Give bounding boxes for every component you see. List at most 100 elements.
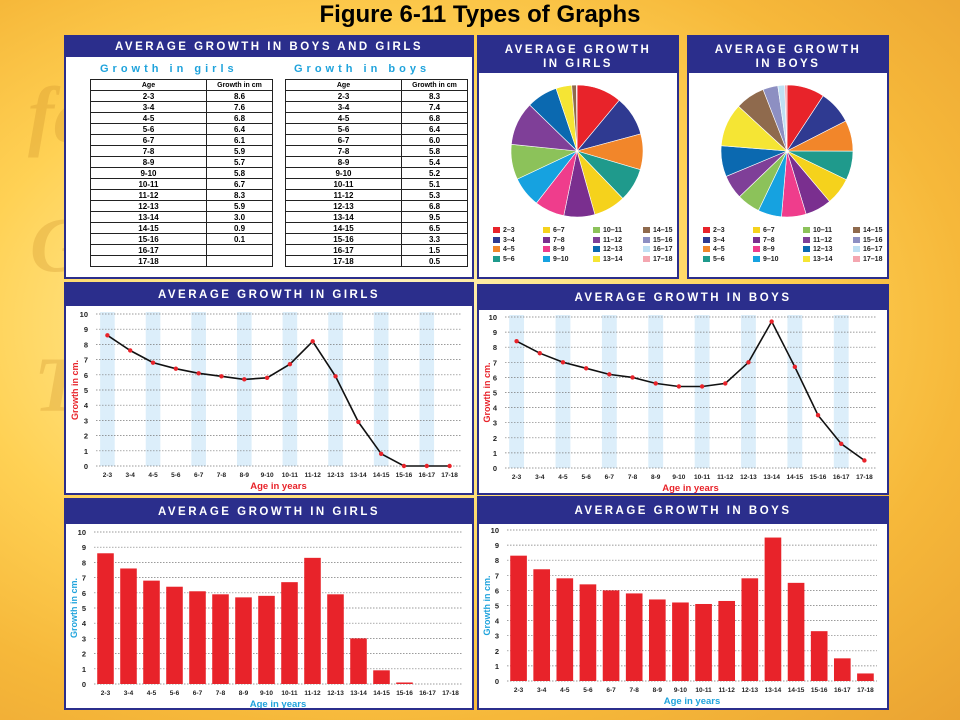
bar — [718, 600, 736, 681]
x-tick-label: 14-15 — [373, 472, 390, 479]
x-tick-label: 6-7 — [194, 472, 204, 479]
legend-item: 13–14 — [803, 255, 832, 264]
x-tick-label: 12-13 — [327, 690, 344, 697]
bar — [764, 537, 782, 681]
x-axis-title: Age in years — [250, 481, 307, 492]
growth-table-body: 2-3 8.6 2-3 8.3 3-4 7.6 3-4 7.4 4-5 6.8 4-5 6.8 5-6 6… — [90, 90, 468, 267]
data-point — [607, 372, 612, 377]
boys-age-cell: 12-13 — [285, 200, 402, 212]
legend-swatch — [753, 246, 760, 252]
x-tick-label: 5-6 — [170, 690, 180, 697]
data-point — [242, 377, 247, 382]
x-tick-label: 10-11 — [282, 472, 299, 479]
girls-pie-title: AVERAGE GROWTH IN GIRLS — [479, 37, 677, 73]
legend-item: 8–9 — [753, 246, 775, 254]
stripe — [648, 315, 664, 468]
y-tick-label: 7 — [493, 358, 497, 367]
girls-line-chart: 0 1 2 3 4 5 6 7 8 9 10 Growth in cm. 2-3 3-4 4-5 5-6 6-7… — [70, 310, 461, 492]
girls-table-heading: Growth in girls — [100, 63, 238, 75]
stripe — [787, 315, 803, 468]
table-row: 10-11 6.7 10-11 5.1 — [90, 178, 468, 190]
x-tick-label: 3-4 — [126, 472, 136, 479]
boys-growth-cell: 6.8 — [401, 112, 468, 124]
legend-item: 17–18 — [643, 255, 672, 264]
boys-age-cell: 3-4 — [285, 101, 402, 113]
table-row: 5-6 6.4 5-6 6.4 — [90, 123, 468, 135]
table-row: 2-3 8.6 2-3 8.3 — [90, 90, 468, 102]
legend-swatch — [703, 227, 710, 233]
pie-slice — [576, 84, 578, 152]
page-title: Figure 6-11 Types of Graphs — [319, 1, 641, 28]
boys-age-cell: 15-16 — [285, 233, 402, 245]
legend-label: 9–10 — [763, 255, 779, 263]
girls-age-cell: 6-7 — [90, 134, 207, 146]
data-point — [537, 351, 542, 356]
boys-growth-cell: 6.8 — [401, 200, 468, 212]
x-tick-label: 11-12 — [719, 687, 736, 694]
legend-swatch — [543, 227, 550, 233]
y-tick-label: 0 — [84, 462, 88, 471]
x-tick-label: 4-5 — [558, 474, 568, 481]
legend-label: 10–11 — [813, 227, 833, 234]
boys-growth-cell: 3.3 — [401, 233, 468, 245]
table-row: 4-5 6.8 4-5 6.8 — [90, 112, 468, 124]
stripe — [328, 312, 343, 466]
x-tick-label: 15-16 — [811, 687, 828, 694]
stripe — [509, 315, 525, 468]
boys-pie-title: AVERAGE GROWTH IN BOYS — [689, 37, 887, 73]
legend-swatch — [753, 236, 760, 243]
x-tick-label: 5-6 — [171, 472, 181, 479]
boys-line-chart: 0 1 2 3 4 5 6 7 8 9 10 Growth in cm. 2-3 3-4 4-5 5-6 6-7… — [482, 313, 876, 493]
x-tick-label: 12-13 — [740, 474, 757, 481]
girls-growth-cell: 0.9 — [206, 222, 273, 234]
legend-swatch — [543, 236, 550, 243]
legend-label: 3–4 — [503, 236, 515, 244]
data-point — [839, 441, 844, 447]
girls-age-cell: 4-5 — [90, 112, 207, 124]
x-tick-label: 16-17 — [419, 690, 436, 697]
x-tick-label: 2-3 — [103, 472, 113, 479]
x-tick-label: 12-13 — [742, 687, 759, 694]
legend-label: 7–8 — [553, 236, 565, 244]
x-tick-label: 5-6 — [581, 474, 591, 481]
boys-pie-panel: AVERAGE GROWTH IN BOYS 2–3 3–4 4–5 5–6 6–7 7–… — [687, 35, 889, 279]
girls-age-header: Age — [90, 79, 207, 91]
y-axis-title: Growth in cm. — [69, 578, 79, 638]
legend-label: 10–11 — [603, 227, 623, 234]
girls-age-cell: 16-17 — [90, 244, 207, 256]
bar — [787, 582, 805, 681]
x-tick-label: 7-8 — [216, 690, 226, 697]
girls-bar-chart: 0 1 2 3 4 5 6 7 8 9 10 Growth in cm. 2-3 3-4 4-5 5-6 6-7… — [69, 528, 462, 708]
y-tick-label: 9 — [495, 541, 499, 550]
y-tick-label: 3 — [82, 634, 86, 643]
legend-item: 10–11 — [803, 227, 832, 235]
pie-slice — [784, 84, 788, 152]
legend-item: 15–16 — [643, 236, 672, 245]
legend-swatch — [493, 246, 500, 252]
girls-growth-cell: 3.0 — [206, 211, 273, 223]
data-point — [105, 333, 110, 338]
data-point — [769, 319, 774, 324]
x-tick-label: 17-18 — [442, 690, 459, 697]
x-tick-label: 14-15 — [787, 474, 804, 481]
data-point — [560, 360, 566, 365]
legend-label: 6–7 — [763, 227, 775, 234]
legend-label: 11–12 — [603, 236, 623, 244]
x-tick-label: 8-9 — [240, 472, 250, 479]
y-tick-label: 0 — [82, 680, 86, 689]
girls-age-cell: 2-3 — [90, 90, 207, 102]
stripe — [694, 315, 710, 468]
legend-swatch — [593, 255, 600, 262]
legend-label: 8–9 — [553, 246, 565, 253]
stripe — [601, 315, 617, 468]
y-tick-label: 6 — [82, 589, 86, 598]
data-point — [196, 371, 201, 376]
y-tick-label: 10 — [80, 310, 88, 319]
girls-bar-panel: AVERAGE GROWTH IN GIRLS 0 1 2 3 4 5 6 7 8 9 10 Grow… — [64, 498, 474, 710]
bar — [212, 594, 229, 684]
data-point — [653, 381, 658, 386]
data-point — [676, 384, 682, 389]
legend-swatch — [643, 227, 650, 233]
x-tick-label: 16-17 — [834, 687, 851, 694]
legend-swatch — [493, 255, 500, 262]
